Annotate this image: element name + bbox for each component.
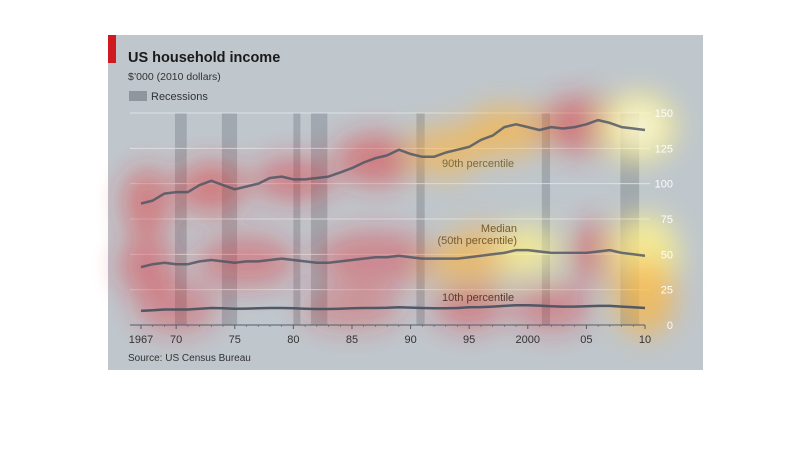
y-axis-ticks: 0 25 50 75 100 125 150 — [655, 108, 673, 332]
x-tick-label: 10 — [639, 334, 651, 346]
series-line-2 — [140, 248, 646, 269]
series-lines — [140, 118, 646, 313]
y-tick-label: 25 — [661, 285, 673, 297]
series-label-median: Median — [481, 223, 517, 235]
chart-subtitle: $’000 (2010 dollars) — [128, 71, 221, 83]
series-label-median-sub: (50th percentile) — [438, 235, 518, 247]
recession-legend-swatch — [129, 91, 147, 101]
y-tick-label: 0 — [667, 320, 673, 332]
heatmap-blob — [136, 284, 217, 333]
x-tick-label: 75 — [229, 334, 241, 346]
x-tick-label: 05 — [580, 334, 592, 346]
accent-bar — [108, 35, 116, 63]
source-note: Source: US Census Bureau — [128, 353, 251, 364]
x-tick-label: 85 — [346, 334, 358, 346]
recession-legend-label: Recessions — [151, 91, 208, 103]
heatmap-blob — [409, 125, 482, 178]
series-line-1 — [140, 118, 646, 205]
x-axis-ticks: 1967 70 75 80 85 90 95 2000 05 10 — [129, 325, 651, 346]
y-tick-label: 50 — [661, 249, 673, 261]
chart-title: US household income — [128, 50, 280, 66]
x-tick-label: 2000 — [516, 334, 540, 346]
heatmap-blob — [315, 230, 436, 287]
x-tick-label: 90 — [404, 334, 416, 346]
heatmap-blob — [464, 105, 545, 158]
heatmap-blob — [177, 161, 246, 214]
y-tick-label: 125 — [655, 143, 673, 155]
series-line-3 — [140, 303, 646, 313]
heatmap-blob — [615, 256, 675, 337]
series-label-90th: 90th percentile — [442, 158, 514, 170]
x-tick-label: 80 — [287, 334, 299, 346]
y-tick-label: 75 — [661, 214, 673, 226]
y-tick-label: 150 — [655, 108, 673, 120]
heatmap-blob — [335, 133, 416, 186]
x-tick-label: 1967 — [129, 334, 153, 346]
x-tick-label: 70 — [170, 334, 182, 346]
x-tick-label: 95 — [463, 334, 475, 346]
heatmap-blob — [421, 251, 470, 280]
series-label-10th: 10th percentile — [442, 292, 514, 304]
y-tick-label: 100 — [655, 179, 673, 191]
heatmap-blob — [623, 111, 656, 144]
